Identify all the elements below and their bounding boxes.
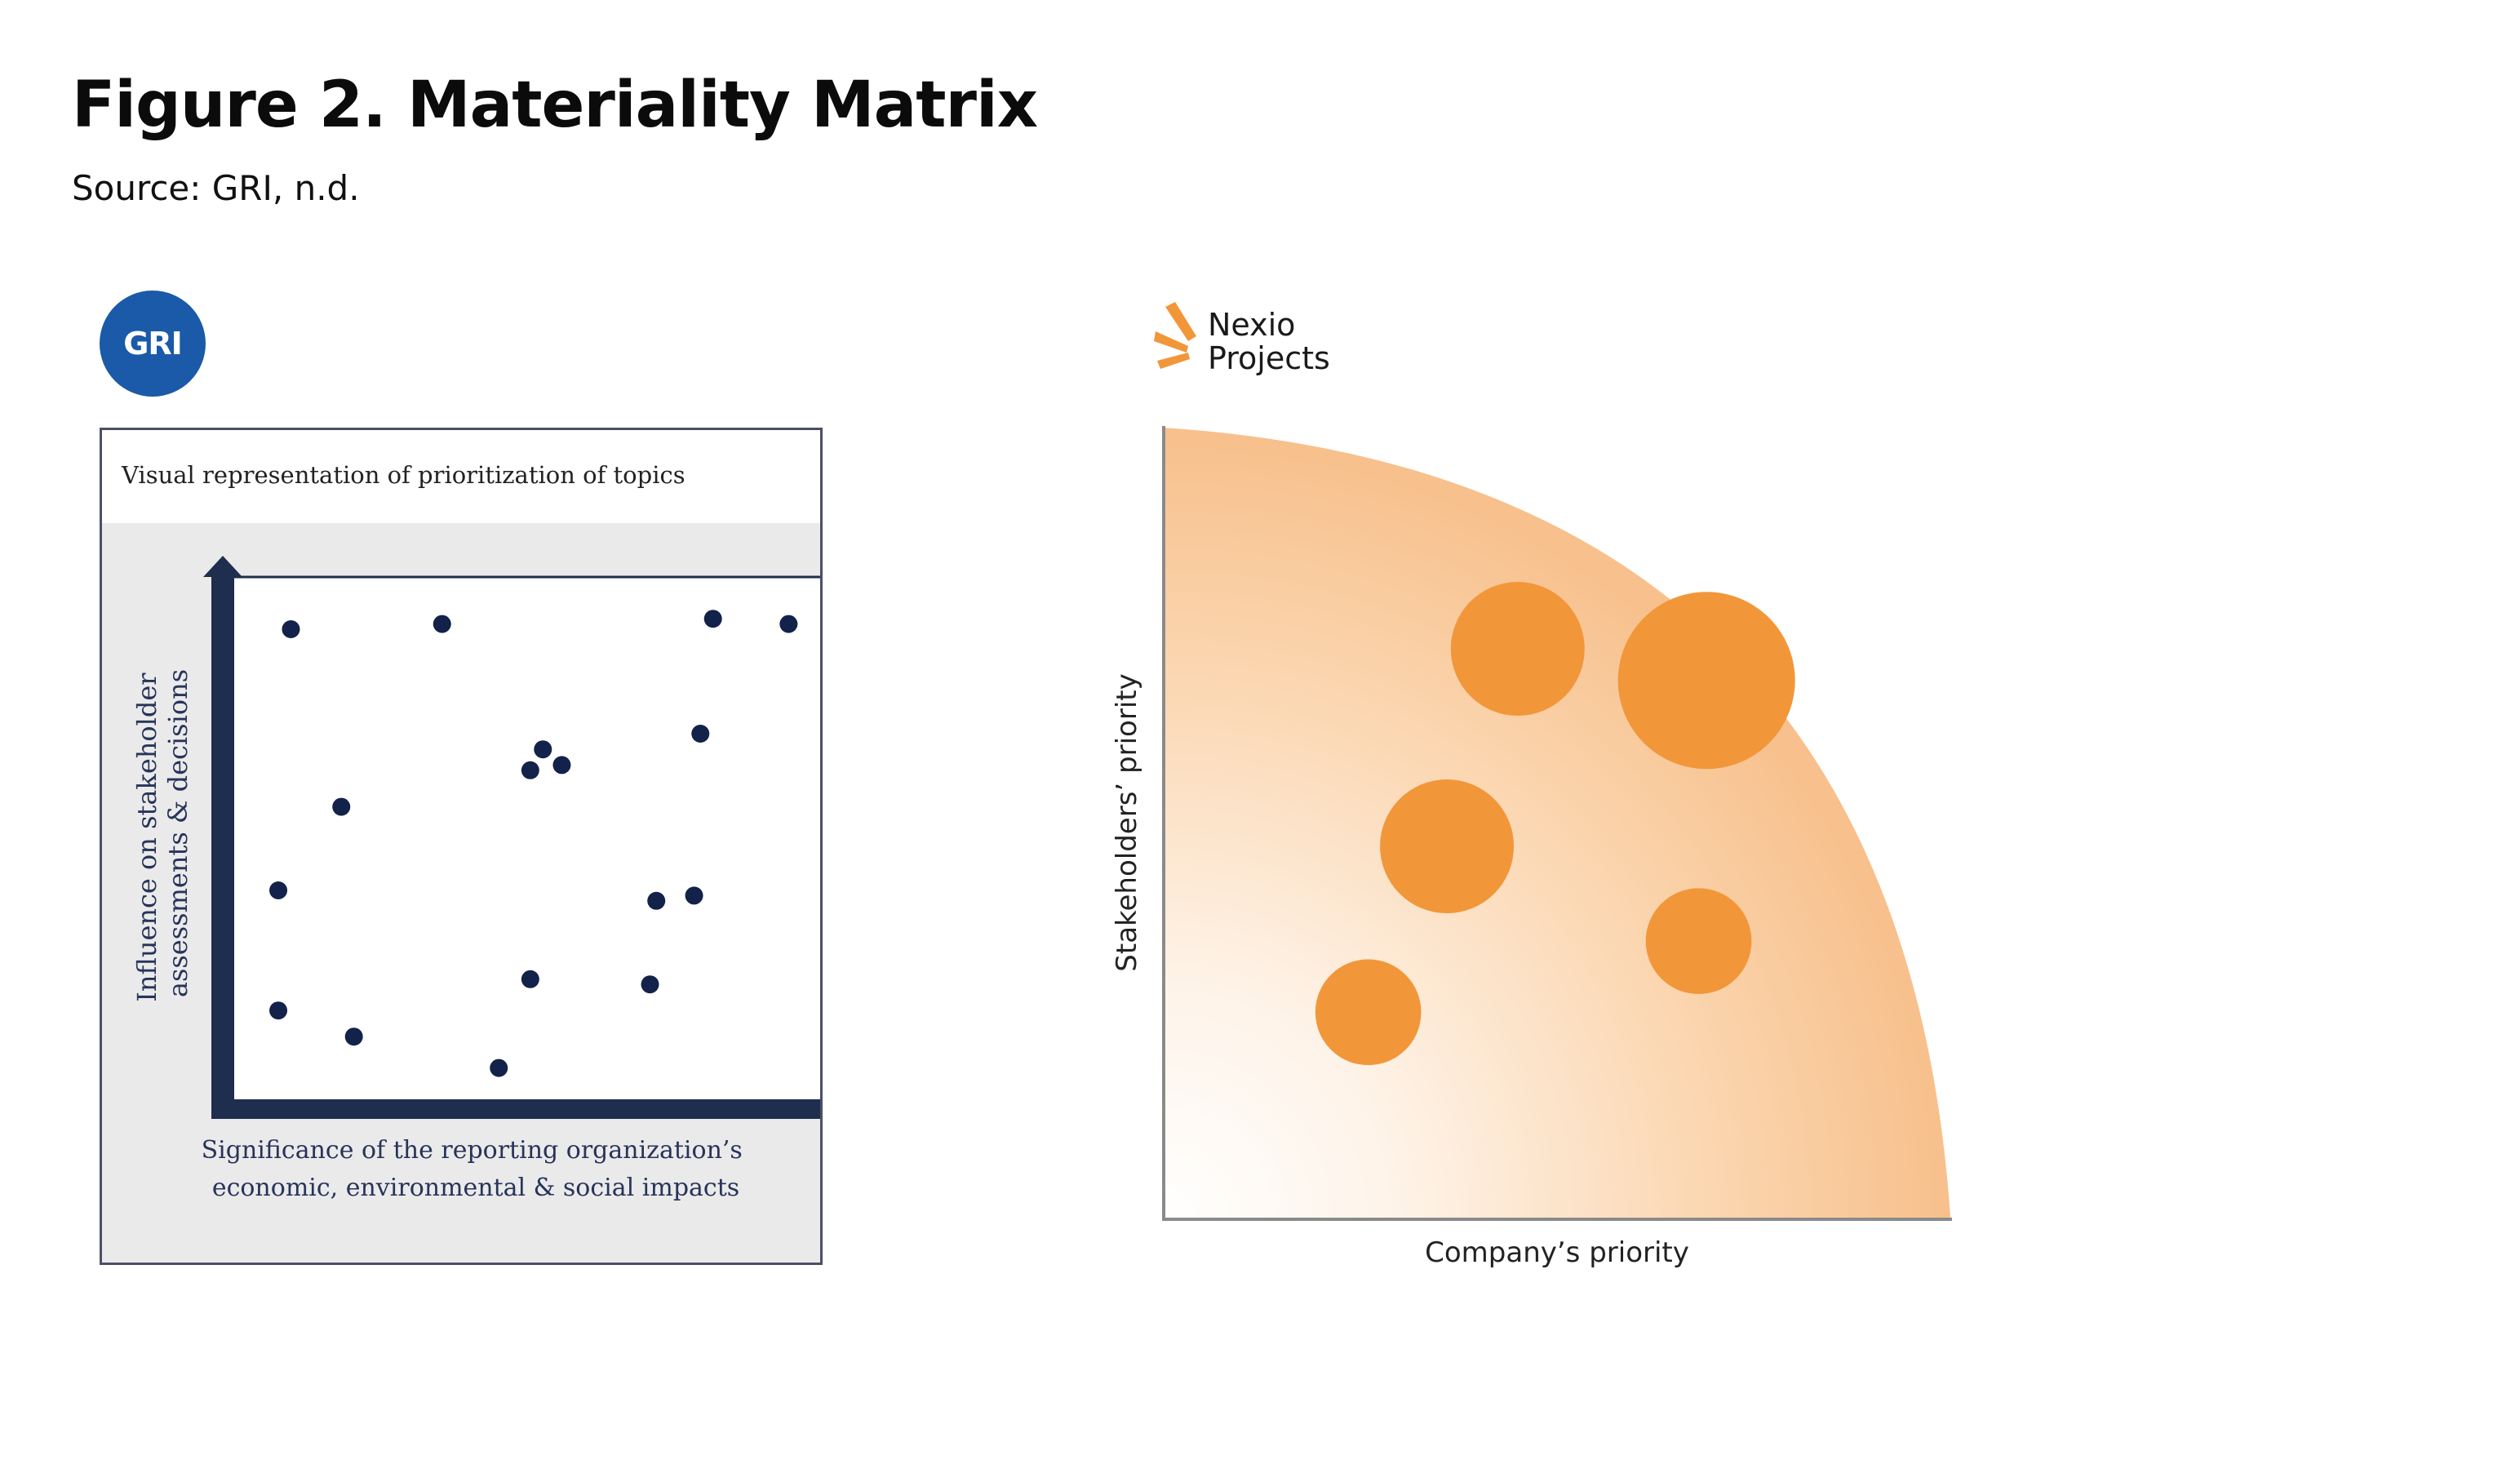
nexio-bubble bbox=[1645, 888, 1752, 995]
gri-chart: Influence on stakeholder assessments & d… bbox=[131, 556, 820, 1202]
nexio-logo-line1: Nexio bbox=[1208, 307, 1296, 343]
nexio-bubble bbox=[1450, 582, 1585, 717]
gri-y-axis-label-line2: assessments & decisions bbox=[162, 669, 193, 997]
gri-data-point bbox=[685, 886, 703, 905]
nexio-x-axis-label: Company’s priority bbox=[1425, 1236, 1689, 1269]
figure-title: Figure 2. Materiality Matrix bbox=[72, 69, 1038, 142]
gri-data-point bbox=[521, 761, 539, 779]
gri-data-point bbox=[269, 881, 288, 899]
gri-y-arrowhead bbox=[203, 556, 242, 577]
nexio-logo-line2: Projects bbox=[1208, 340, 1330, 376]
gri-panel-header: Visual representation of prioritization … bbox=[102, 430, 820, 523]
logo-ray-3 bbox=[1157, 353, 1190, 369]
gri-data-point bbox=[703, 610, 722, 628]
logo-ray-1 bbox=[1165, 302, 1196, 341]
gri-data-point bbox=[332, 797, 351, 816]
gri-data-point bbox=[552, 756, 571, 774]
gri-x-axis-label-line2: economic, environmental & social impacts bbox=[212, 1174, 739, 1202]
gri-plot-area bbox=[221, 575, 820, 1107]
nexio-chart: Company’s priority Stakeholders’ priorit… bbox=[1111, 426, 1952, 1269]
gri-y-axis-label-line1: Influence on stakeholder bbox=[131, 672, 162, 1002]
gri-y-axis-label: Influence on stakeholder assessments & d… bbox=[131, 664, 193, 1002]
nexio-logo-mark bbox=[1154, 302, 1196, 369]
nexio-bubble bbox=[1380, 779, 1515, 914]
gri-data-point bbox=[269, 1001, 288, 1020]
gri-data-point bbox=[521, 970, 539, 988]
nexio-bubbles bbox=[1315, 582, 1795, 1066]
gri-data-point bbox=[647, 891, 666, 910]
gri-y-axis-arrow bbox=[211, 577, 234, 1117]
gri-data-point bbox=[641, 975, 659, 994]
gri-matrix-panel: Visual representation of prioritization … bbox=[100, 428, 823, 1265]
gri-data-point bbox=[282, 620, 300, 638]
gri-x-axis-label-line1: Significance of the reporting organizati… bbox=[202, 1136, 743, 1165]
gri-data-point bbox=[779, 615, 798, 633]
nexio-logo-name: Nexio Projects bbox=[1208, 308, 1330, 375]
gri-x-axis-label: Significance of the reporting organizati… bbox=[202, 1136, 751, 1202]
gri-data-point bbox=[534, 740, 552, 759]
gri-data-point bbox=[691, 725, 710, 743]
gri-data-point bbox=[490, 1058, 508, 1077]
gri-data-point bbox=[433, 615, 451, 633]
gri-logo: GRI bbox=[100, 291, 206, 397]
figure-source: Source: GRI, n.d. bbox=[72, 168, 360, 208]
logo-ray-2 bbox=[1154, 331, 1188, 353]
nexio-y-axis-label: Stakeholders’ priority bbox=[1111, 673, 1143, 971]
nexio-bubble bbox=[1617, 592, 1795, 770]
gri-data-point bbox=[344, 1027, 363, 1046]
nexio-bubble bbox=[1315, 959, 1422, 1066]
gri-x-axis-arrow bbox=[211, 1099, 820, 1119]
priority-quadrant bbox=[1164, 428, 1950, 1218]
gri-data-points bbox=[269, 610, 798, 1077]
